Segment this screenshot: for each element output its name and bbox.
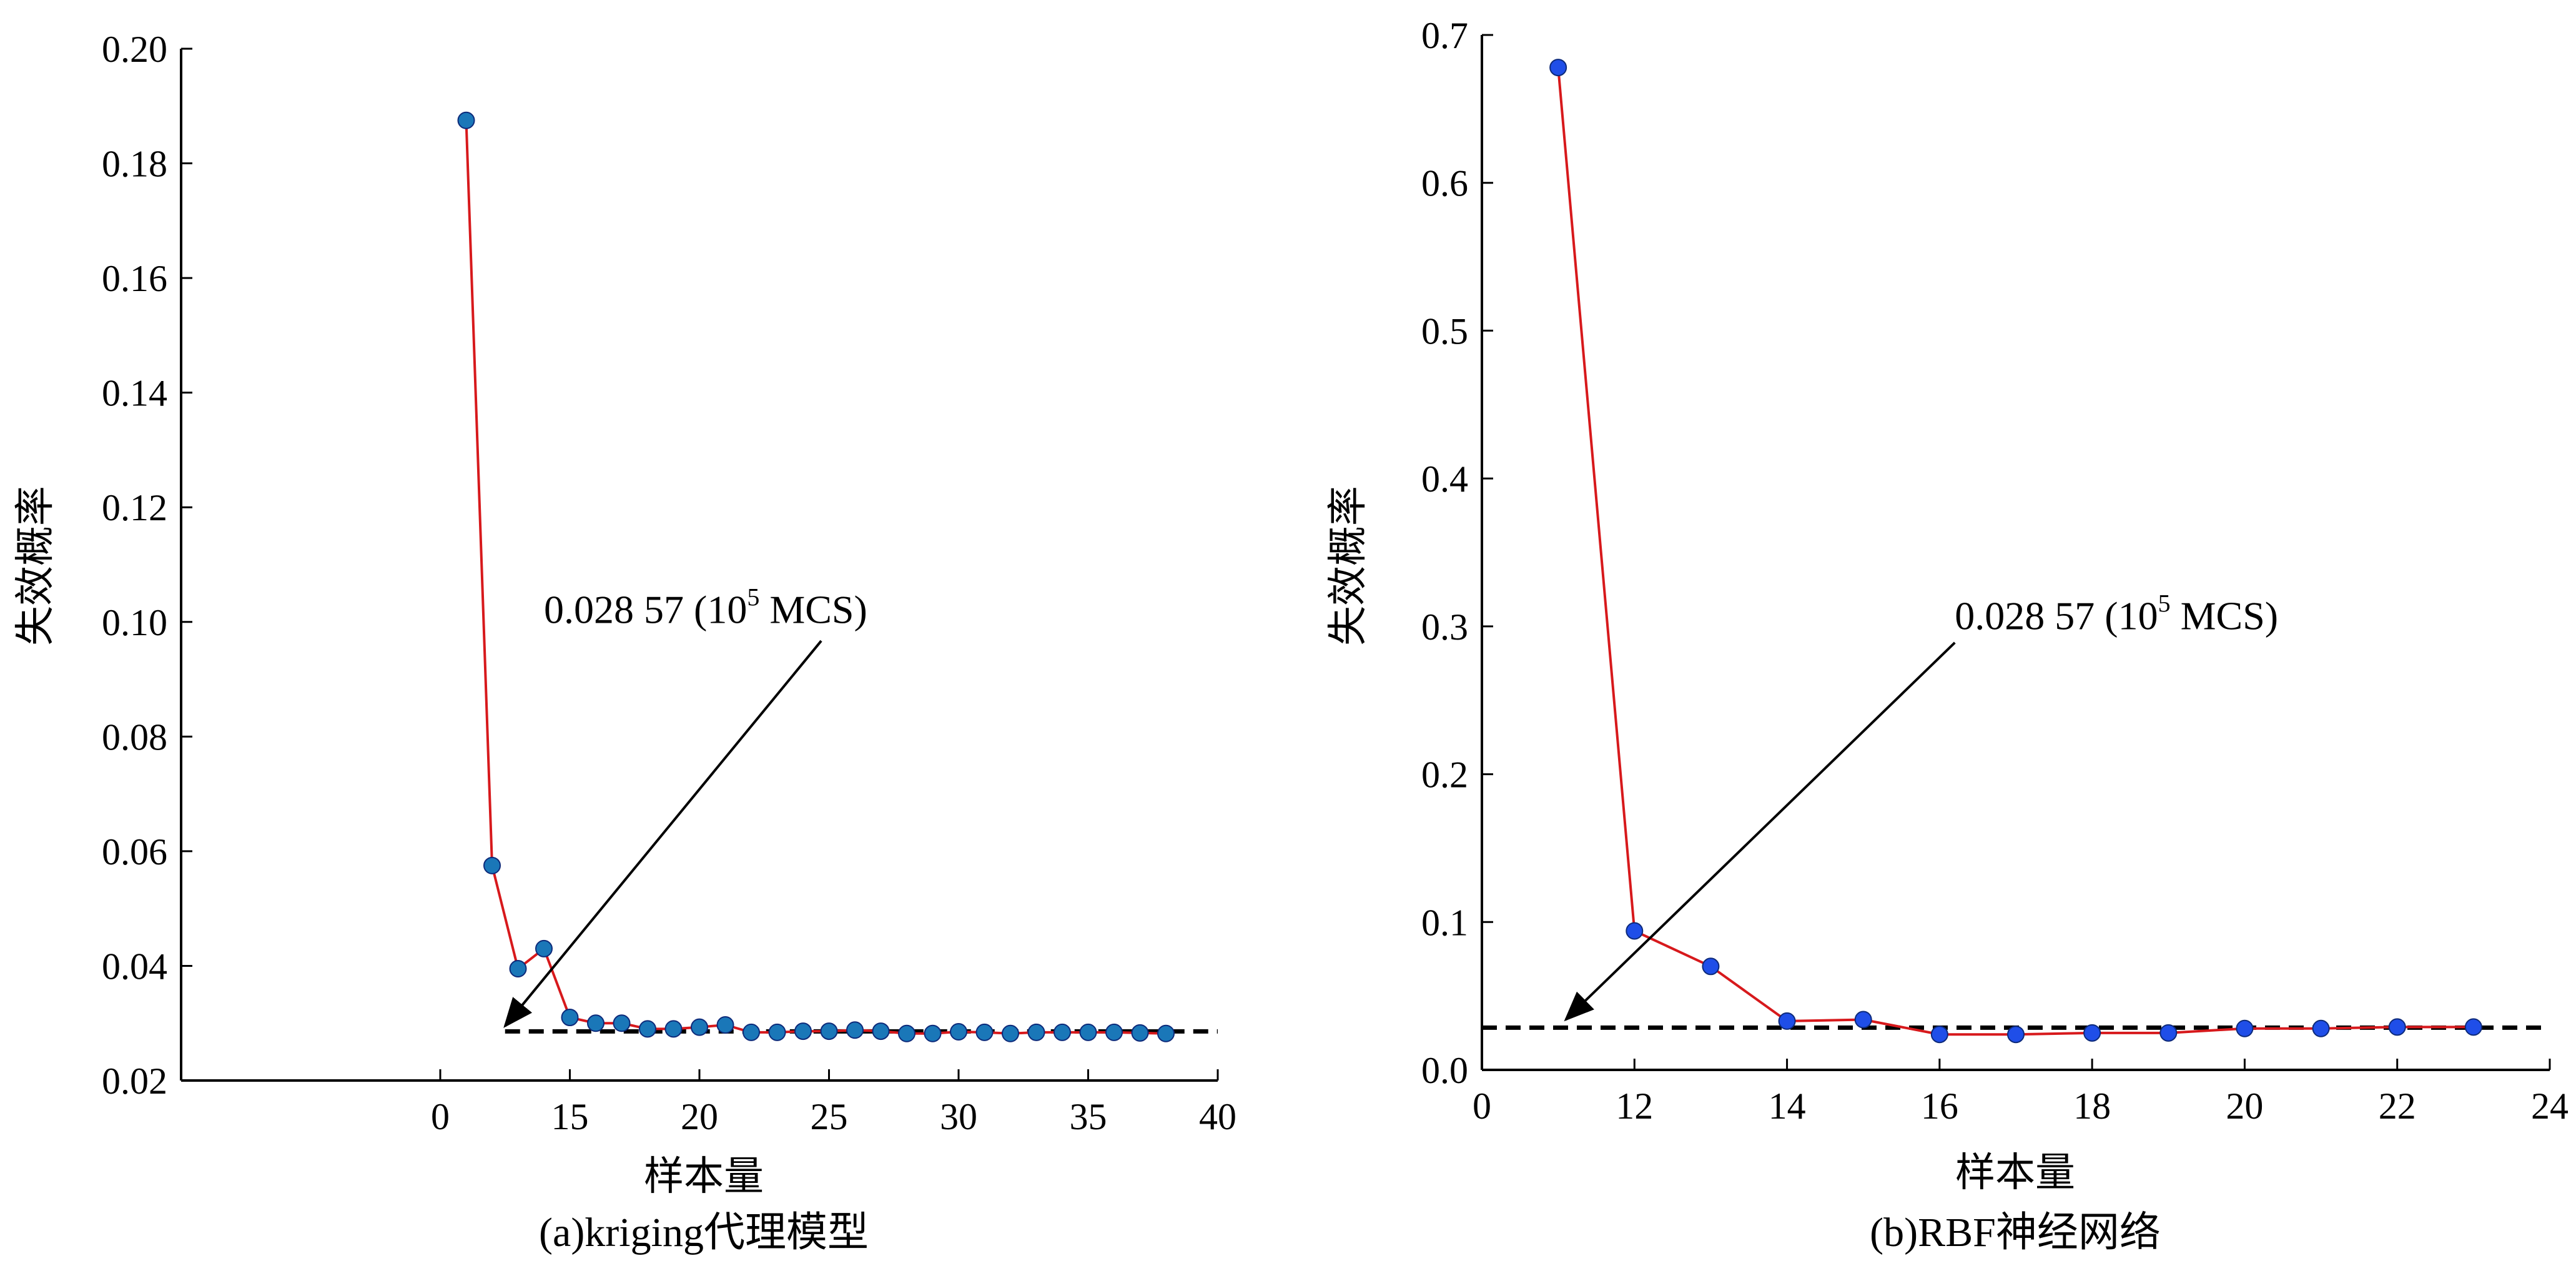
y-tick-label: 0.4 [1421,458,1468,500]
data-point [2083,1024,2101,1042]
data-point [1549,59,1567,77]
data-point [950,1022,967,1041]
series-line [1557,67,2474,1036]
y-tick-label: 0.6 [1421,163,1468,204]
data-point [1131,1024,1149,1042]
y-tick-label: 0.14 [102,373,167,414]
x-tick-label: 15 [551,1096,589,1137]
x-tick-label: 35 [1070,1096,1107,1137]
data-point [1105,1023,1123,1041]
series-line [465,120,1167,1035]
x-tick-label: 30 [940,1096,977,1137]
data-point [2159,1024,2178,1042]
data-point [820,1022,838,1041]
chart-b-xlabel: 样本量 [1955,1150,2075,1196]
data-point [535,939,553,957]
y-tick-label: 0.1 [1421,902,1468,943]
y-tick-label: 0.08 [102,716,167,758]
data-point [639,1020,656,1038]
data-point [2007,1026,2025,1044]
y-tick-label: 0.7 [1421,15,1468,56]
data-point [2236,1019,2254,1037]
x-tick-label: 0 [1473,1085,1491,1127]
x-tick-label: 40 [1199,1096,1236,1137]
chart-b-caption: (b)RBF神经网络 [1870,1210,2161,1255]
data-point [716,1016,734,1034]
chart-a: 0 15 20 25 30 35 40 0.02 0.04 0.06 0.08 0.10 0.12 0.1… [12,29,1236,1255]
y-tick-label: 0.02 [102,1061,167,1102]
data-point [1778,1012,1796,1030]
x-tick-label: 16 [1921,1085,1958,1127]
annotation-main-text: 0.028 57 (10 [544,588,747,632]
annotation-end-text: MCS) [759,588,867,632]
y-tick-label: 0.16 [102,258,167,299]
data-point [1027,1023,1045,1041]
data-point [898,1024,915,1042]
chart-b-ylabel: 失效概率 [1325,486,1371,646]
y-tick-label: 0.20 [102,29,167,70]
data-point [1930,1026,1948,1044]
x-tick-label: 22 [2379,1085,2416,1127]
data-point [664,1020,683,1038]
data-point [509,960,527,978]
x-tick-label: 12 [1616,1085,1653,1127]
y-tick-label: 0.10 [102,602,167,643]
chart-a-caption: (a)kriging代理模型 [539,1210,869,1255]
data-point [768,1023,786,1041]
y-tick-label: 0.5 [1421,310,1468,352]
annotation-arrow [503,640,822,1028]
data-point [1002,1024,1019,1042]
data-point [483,856,501,874]
x-tick-label: 25 [811,1096,848,1137]
data-point [587,1014,605,1032]
data-point [975,1023,994,1041]
chart-b-annotation: 0.028 57 (105 MCS) [1955,590,2278,638]
x-tick-label: 20 [2226,1085,2263,1127]
x-tick-label: 18 [2073,1085,2111,1127]
x-tick-label: 20 [681,1096,718,1137]
data-point [1854,1011,1872,1029]
chart-a-plot: 0 15 20 25 30 35 40 0.02 0.04 0.06 0.08 0.10 0.12 0.1… [102,29,1236,1137]
chart-b: 0 12 14 16 18 20 22 240.00.10.20.30.40.50.60.7 … [1325,15,2569,1255]
data-point [691,1018,708,1036]
data-point [1626,922,1644,940]
annotation-arrow [1564,641,1956,1022]
data-point [872,1022,890,1041]
data-point [1157,1024,1175,1042]
y-tick-label: 0.04 [102,946,167,987]
data-point [613,1014,631,1032]
data-point [1079,1023,1097,1041]
y-tick-label: 0.2 [1421,754,1468,796]
x-tick-label: 0 [431,1096,450,1137]
y-tick-label: 0.06 [102,831,167,873]
annotation-superscript: 5 [2158,590,2171,618]
data-point [924,1024,942,1042]
chart-a-annotation: 0.028 57 (105 MCS) [544,583,867,632]
data-point [846,1021,864,1039]
chart-a-xlabel: 样本量 [644,1154,764,1200]
y-tick-label: 0.0 [1421,1050,1468,1091]
chart-a-ylabel: 失效概率 [12,486,59,646]
y-tick-label: 0.3 [1421,606,1468,648]
annotation-superscript: 5 [747,583,759,611]
y-tick-label: 0.18 [102,144,167,185]
data-point [561,1009,579,1027]
annotation-main-text: 0.028 57 (10 [1955,594,2158,638]
y-tick-label: 0.12 [102,487,167,528]
data-point [1702,957,1720,976]
data-point [2464,1018,2482,1036]
data-point [2388,1018,2406,1036]
x-tick-label: 14 [1769,1085,1806,1127]
data-point [457,111,475,129]
data-point [1054,1023,1071,1041]
x-tick-label: 24 [2531,1085,2569,1127]
data-point [2312,1019,2330,1037]
data-point [794,1022,812,1041]
annotation-end-text: MCS) [2171,594,2279,638]
data-point [743,1023,760,1041]
chart-b-plot: 0 12 14 16 18 20 22 24 0.0 0.1 0.2 0.3 0.4 0.5 0.6 0.7 [1421,15,2569,1127]
